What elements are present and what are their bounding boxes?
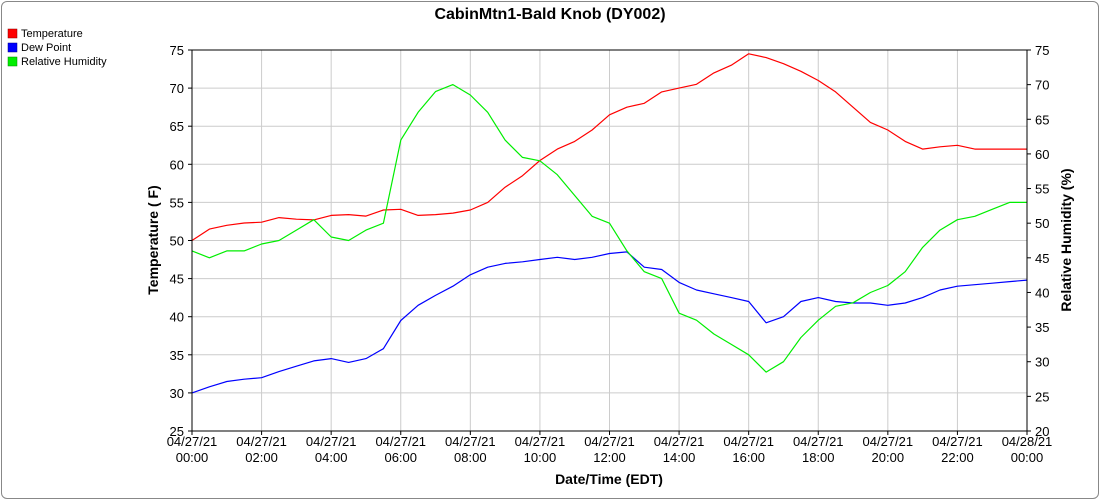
x-tick-date: 04/27/21	[445, 434, 496, 449]
x-tick-time: 12:00	[593, 450, 626, 465]
y2-tick-label: 75	[1035, 43, 1049, 58]
y-tick-label: 65	[170, 119, 184, 134]
x-tick-date: 04/27/21	[723, 434, 774, 449]
x-tick-time: 22:00	[941, 450, 974, 465]
x-tick-time: 16:00	[732, 450, 765, 465]
legend-swatch-temperature	[7, 28, 18, 39]
series-line-relative-humidity	[191, 83, 1027, 373]
x-tick-date: 04/27/21	[932, 434, 983, 449]
y-tick-label: 55	[170, 195, 184, 210]
y2-tick-label: 70	[1035, 78, 1049, 93]
x-axis-label: Date/Time (EDT)	[555, 471, 663, 487]
y-tick-label: 35	[170, 348, 184, 363]
y2-tick-label: 20	[1035, 424, 1049, 439]
y-tick-label: 50	[170, 234, 184, 249]
y-tick-label: 70	[170, 81, 184, 96]
grid	[191, 49, 1028, 432]
legend-label-relative-humidity: Relative Humidity	[21, 56, 107, 68]
y2-tick-label: 55	[1035, 182, 1049, 197]
x-tick-date: 04/27/21	[167, 434, 218, 449]
legend-item-dew-point: Dew Point	[7, 42, 71, 54]
plot-area-border	[191, 49, 1028, 432]
y2-tick-label: 30	[1035, 355, 1049, 370]
x-tick-time: 20:00	[872, 450, 905, 465]
y-axis-right-label: Relative Humidity (%)	[1058, 168, 1074, 311]
x-tick-time: 08:00	[454, 450, 487, 465]
y2-tick-label: 60	[1035, 147, 1049, 162]
y-tick-label: 60	[170, 157, 184, 172]
x-tick-time: 14:00	[663, 450, 696, 465]
legend-swatch-dew-point	[7, 42, 18, 53]
x-tick-time: 00:00	[1011, 450, 1044, 465]
x-tick-date: 04/27/21	[375, 434, 426, 449]
y-tick-label: 40	[170, 310, 184, 325]
series-line-temperature	[191, 53, 1027, 242]
x-tick-time: 18:00	[802, 450, 835, 465]
y-tick-label: 45	[170, 272, 184, 287]
legend-swatch-relative-humidity	[7, 56, 18, 67]
x-tick-date: 04/28/21	[1002, 434, 1053, 449]
x-tick-time: 02:00	[245, 450, 278, 465]
y2-tick-label: 25	[1035, 389, 1049, 404]
x-tick-date: 04/27/21	[306, 434, 357, 449]
legend-item-relative-humidity: Relative Humidity	[7, 56, 107, 68]
x-tick-date: 04/27/21	[515, 434, 566, 449]
y-axis-right-ticks: 20 25 30 35 40 45 50 55 60 65 70 75	[1027, 43, 1049, 439]
x-tick-time: 10:00	[524, 450, 557, 465]
y-tick-label: 75	[170, 43, 184, 58]
legend: Temperature Dew Point Relative Humidity	[7, 28, 107, 68]
series-lines	[191, 53, 1028, 394]
x-tick-date: 04/27/21	[584, 434, 635, 449]
y-tick-label: 25	[170, 424, 184, 439]
legend-label-temperature: Temperature	[21, 28, 83, 40]
y-tick-label: 30	[170, 386, 184, 401]
legend-label-dew-point: Dew Point	[21, 42, 71, 54]
y-axis-left-ticks: 25 30 35 40 45 50 55 60 65 70 75	[170, 43, 192, 439]
x-tick-date: 04/27/21	[236, 434, 287, 449]
chart-title: CabinMtn1-Bald Knob (DY002)	[434, 6, 665, 23]
x-tick-date: 04/27/21	[793, 434, 844, 449]
y-axis-left-label: Temperature ( F)	[145, 185, 161, 294]
y2-tick-label: 40	[1035, 285, 1049, 300]
x-tick-time: 06:00	[384, 450, 417, 465]
series-line-dew-point	[191, 251, 1028, 394]
x-tick-date: 04/27/21	[863, 434, 914, 449]
x-axis-ticks: 04/27/2100:0004/27/2102:0004/27/2104:000…	[167, 431, 1053, 465]
x-tick-time: 00:00	[176, 450, 209, 465]
x-tick-date: 04/27/21	[654, 434, 705, 449]
y2-tick-label: 50	[1035, 216, 1049, 231]
y2-tick-label: 35	[1035, 320, 1049, 335]
y2-tick-label: 45	[1035, 251, 1049, 266]
legend-item-temperature: Temperature	[7, 28, 83, 40]
y2-tick-label: 65	[1035, 112, 1049, 127]
x-tick-time: 04:00	[315, 450, 348, 465]
